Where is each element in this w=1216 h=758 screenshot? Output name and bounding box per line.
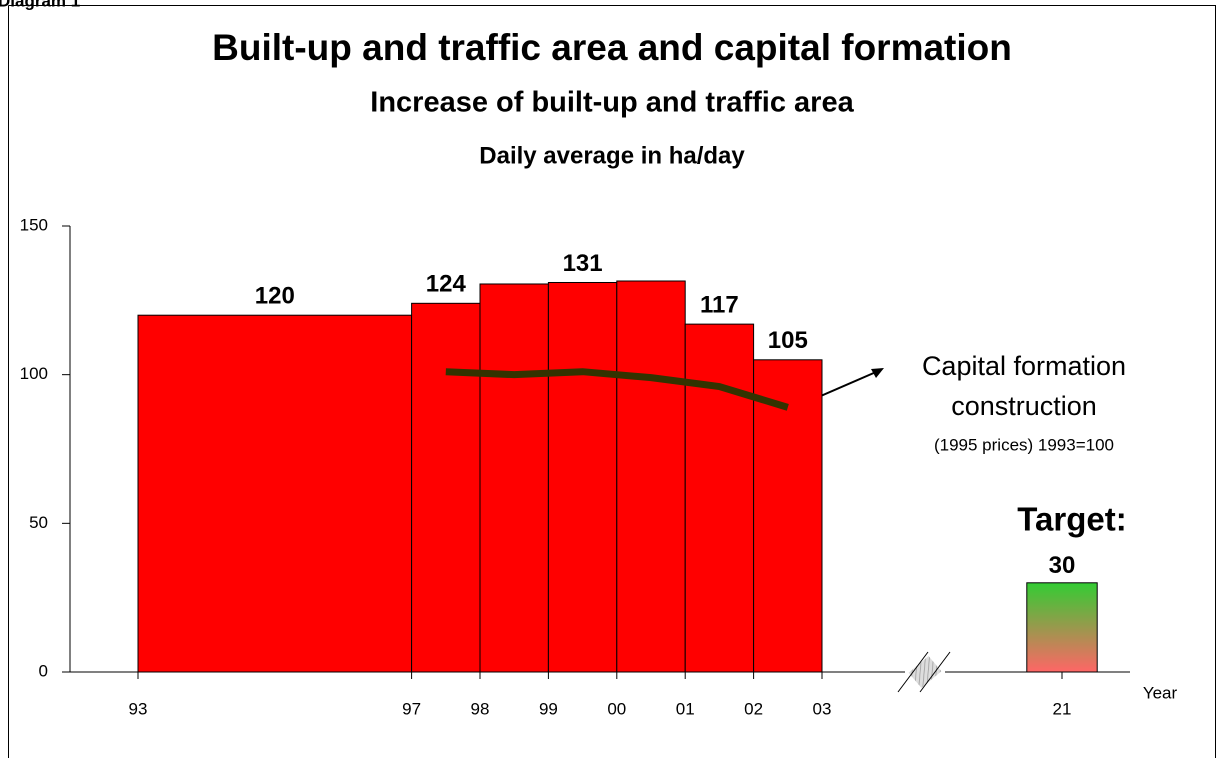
annotation: Capital formation: [922, 351, 1126, 381]
target-value-label: 30: [1049, 552, 1076, 579]
target-bar: [1026, 582, 1098, 673]
x-tick-label: 21: [1053, 699, 1072, 718]
target-label: Target:: [1017, 501, 1126, 538]
x-tick-label: 03: [813, 699, 832, 718]
break-hatch: [908, 655, 942, 689]
bar: [547, 281, 618, 673]
annotation-note: (1995 prices) 1993=100: [934, 435, 1114, 454]
x-tick-label: 99: [539, 699, 558, 718]
axis-break: [897, 651, 951, 693]
annotation: construction: [951, 391, 1097, 421]
chart-subtitle: Increase of built-up and traffic area: [370, 87, 854, 119]
data-label: 105: [768, 327, 808, 354]
bar: [411, 302, 481, 673]
y-tick-label: 50: [29, 513, 48, 532]
data-label: 124: [426, 271, 467, 298]
y-tick-label: 100: [20, 364, 48, 383]
bar: [479, 283, 549, 673]
bar: [137, 314, 413, 673]
x-tick-label: 98: [471, 699, 490, 718]
data-label: 131: [563, 250, 603, 277]
x-tick-label: 02: [744, 699, 763, 718]
arrow-head: [871, 368, 884, 378]
y-tick-label: 0: [39, 661, 48, 680]
bar: [684, 323, 755, 673]
x-axis-label: Year: [1143, 683, 1178, 702]
caption: Diagram 1: [0, 0, 80, 10]
x-tick-label: 01: [676, 699, 695, 718]
break-line: [897, 651, 929, 693]
data-label: 120: [255, 283, 295, 310]
bar: [753, 359, 823, 673]
bar: [616, 280, 686, 673]
line-series: [445, 368, 789, 411]
x-tick-label: 93: [129, 699, 148, 718]
data-label: 117: [700, 291, 739, 318]
chart-title: Built-up and traffic area and capital fo…: [212, 27, 1012, 68]
unit-label: Daily average in ha/day: [479, 142, 745, 169]
y-tick-label: 150: [20, 215, 48, 234]
x-tick-label: 97: [402, 699, 421, 718]
break-line: [919, 651, 951, 693]
x-tick-label: 00: [607, 699, 626, 718]
